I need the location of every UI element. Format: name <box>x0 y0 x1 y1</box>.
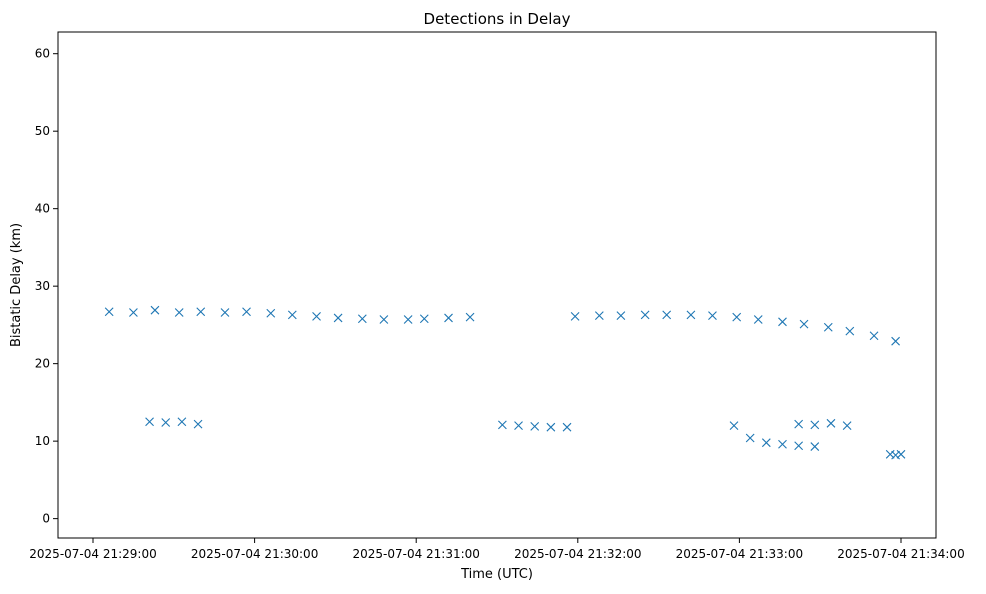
data-point <box>177 417 187 427</box>
data-point <box>562 422 572 432</box>
data-point <box>891 336 900 346</box>
y-tick-label: 0 <box>42 512 50 526</box>
x-tick-label: 2025-07-04 21:32:00 <box>514 547 641 561</box>
data-point <box>810 442 820 451</box>
data-point <box>896 449 906 459</box>
data-point <box>287 310 297 320</box>
y-tick-label: 40 <box>35 202 50 216</box>
data-point <box>810 420 820 430</box>
data-point <box>129 308 138 317</box>
x-tick-label: 2025-07-04 21:29:00 <box>29 547 156 561</box>
data-point <box>145 417 154 427</box>
data-point <box>220 308 230 317</box>
data-point <box>266 308 276 318</box>
data-point <box>514 421 523 431</box>
data-point <box>778 317 787 327</box>
data-point <box>778 439 787 449</box>
data-point <box>662 310 672 320</box>
y-tick-label: 50 <box>35 124 50 138</box>
y-tick-label: 20 <box>35 357 50 371</box>
y-tick-label: 30 <box>35 279 50 293</box>
y-tick-label: 60 <box>35 47 50 61</box>
x-axis-label: Time (UTC) <box>460 567 533 582</box>
data-point <box>570 311 580 321</box>
data-point <box>161 418 171 427</box>
data-point <box>708 311 717 320</box>
y-tick-label: 10 <box>35 434 50 448</box>
x-tick-label: 2025-07-04 21:30:00 <box>191 547 318 561</box>
data-point <box>616 311 626 320</box>
data-point <box>174 308 184 317</box>
data-point <box>794 419 804 429</box>
data-point <box>869 331 879 341</box>
x-tick-label: 2025-07-04 21:31:00 <box>352 547 479 561</box>
data-point <box>104 307 114 317</box>
data-point <box>497 420 507 430</box>
data-point <box>403 315 413 324</box>
data-points <box>104 305 906 460</box>
data-point <box>823 322 833 332</box>
data-point <box>640 310 650 320</box>
data-point <box>196 307 206 317</box>
x-tick-label: 2025-07-04 21:34:00 <box>837 547 964 561</box>
data-point <box>333 313 343 323</box>
x-tick-label: 2025-07-04 21:33:00 <box>676 547 803 561</box>
data-point <box>193 419 203 429</box>
data-point <box>530 422 540 431</box>
x-axis-ticks: 2025-07-04 21:29:00 2025-07-04 21:30:00 20… <box>29 538 965 561</box>
data-point <box>444 313 453 323</box>
data-point <box>465 312 475 322</box>
plot-frame <box>57 31 937 539</box>
data-point <box>761 438 771 448</box>
y-axis-ticks: 0 10 20 30 40 50 60 <box>35 47 58 526</box>
data-point <box>842 421 852 431</box>
data-point <box>379 315 389 324</box>
data-point <box>826 418 836 428</box>
y-axis-label: Bistatic Delay (km) <box>9 223 24 347</box>
data-point <box>745 433 755 443</box>
data-point <box>794 441 804 451</box>
data-point <box>546 422 556 432</box>
data-point <box>845 326 855 336</box>
data-point <box>732 312 742 322</box>
data-point <box>150 305 160 315</box>
data-point <box>753 315 763 324</box>
data-point <box>419 314 429 324</box>
data-point <box>799 319 809 329</box>
data-point <box>729 421 739 431</box>
data-point <box>312 311 321 321</box>
data-point <box>594 311 604 320</box>
data-point <box>686 310 696 320</box>
data-point <box>242 307 251 317</box>
data-point <box>357 314 367 324</box>
chart-title: Detections in Delay <box>424 10 571 28</box>
